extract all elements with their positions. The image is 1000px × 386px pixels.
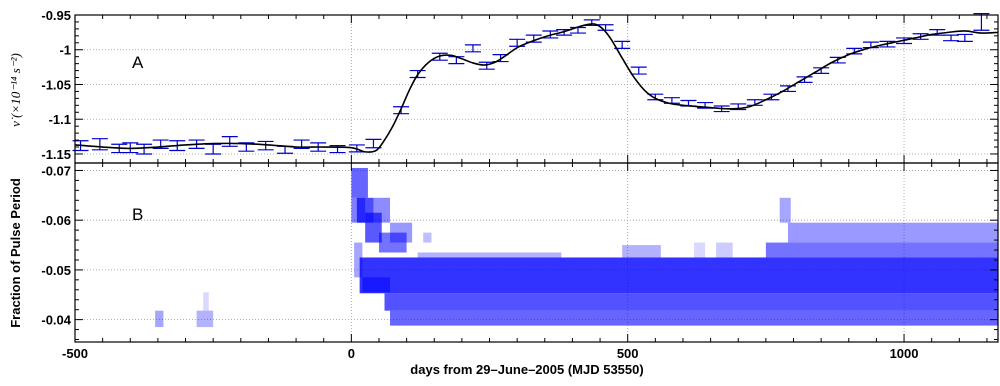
panel-a-y-tick-label: -1.1 xyxy=(49,112,71,127)
heatmap-cell xyxy=(359,257,999,294)
panel-b-label: B xyxy=(132,205,143,224)
panel-b-y-tick-label: -0.07 xyxy=(41,163,71,178)
panel-a-y-tick-label: -0.95 xyxy=(41,8,71,23)
error-bar xyxy=(478,61,495,70)
error-bar xyxy=(943,34,960,42)
error-bar xyxy=(956,33,973,43)
panel-a-y-tick-label: -1.15 xyxy=(41,147,71,162)
panel-b-pulse-phase: -500 0 500 1000 -0.07 -0.06 -0.05 -0.04 B xyxy=(41,162,999,361)
error-bar xyxy=(221,135,238,147)
model-curve xyxy=(74,23,999,153)
error-bar xyxy=(464,44,481,53)
heatmap-cell xyxy=(716,242,733,258)
heatmap-cell xyxy=(765,242,998,258)
heatmap-cell xyxy=(351,167,368,198)
panel-a-velocity-derivative: -1.15 -1.1 -1.05 -1 -0.95 A xyxy=(41,8,999,164)
heatmap-cell xyxy=(155,310,164,328)
panel-b-frame xyxy=(74,162,999,343)
heatmap-cell xyxy=(787,222,998,243)
heatmap-cell xyxy=(354,242,363,278)
panel-b-y-tick-label: -0.04 xyxy=(41,313,71,328)
error-bar xyxy=(630,66,647,75)
panel-b-y-tick-label: -0.06 xyxy=(41,213,71,228)
x-tick-label: 0 xyxy=(348,346,355,361)
heatmap-cell xyxy=(779,197,791,223)
heatmap-cell xyxy=(362,277,391,293)
heatmap-cell xyxy=(373,197,391,223)
panel-a-y-axis-title: ν̇ (×10⁻¹⁴ s⁻²) xyxy=(8,53,23,127)
error-bar xyxy=(973,13,990,31)
heatmap-cell xyxy=(365,212,382,243)
x-tick-label: 1000 xyxy=(890,346,919,361)
error-bar xyxy=(597,24,614,31)
heatmap-cell xyxy=(196,310,214,328)
heatmap-cell xyxy=(384,293,998,311)
error-bar xyxy=(91,138,108,151)
panel-a-label: A xyxy=(132,53,144,72)
heatmap-cell xyxy=(390,310,999,326)
heatmap-cell xyxy=(203,292,209,311)
error-bar xyxy=(257,140,274,151)
x-tick-label: 500 xyxy=(617,346,639,361)
x-axis-title: days from 29–June–2005 (MJD 53550) xyxy=(410,362,643,377)
heatmap-cell xyxy=(694,242,706,258)
heatmap-cell xyxy=(378,232,407,253)
heatmap-cell xyxy=(390,222,413,243)
panel-a-y-tick-label: -1 xyxy=(59,43,71,58)
heatmap-cell xyxy=(622,245,661,258)
panel-b-y-tick-label: -0.05 xyxy=(41,263,71,278)
panel-b-y-axis-title: Fraction of Pulse Period xyxy=(8,178,23,328)
panel-a-y-tick-label: -1.05 xyxy=(41,77,71,92)
error-bar xyxy=(136,143,153,155)
error-bar xyxy=(509,38,526,47)
x-tick-label: -500 xyxy=(62,346,88,361)
heatmap-cell xyxy=(417,252,562,258)
heatmap-cell xyxy=(423,232,432,243)
